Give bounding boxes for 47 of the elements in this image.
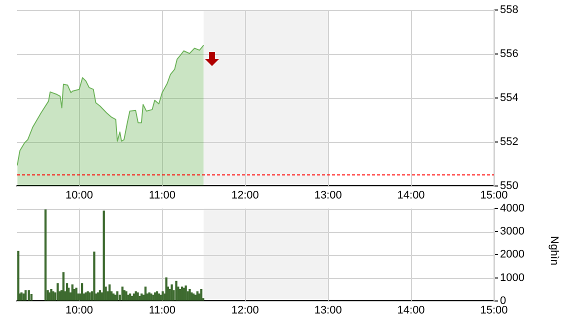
x-tick-label: 10:00 [65,304,93,316]
bar [184,285,187,301]
x-tick-label: 11:00 [148,304,176,316]
y-tick-label: 2000 [500,248,524,261]
x-tick-label: 14:00 [397,189,425,202]
bar [190,292,193,301]
x-tick-label: 10:00 [65,189,93,202]
bar [188,288,191,301]
y-axis-title: Nghìn [548,236,560,266]
y-tick-label: 558 [500,4,518,16]
y-tick-label: 3000 [500,226,524,238]
bar [17,250,20,301]
x-tick-label: 11:00 [148,189,176,202]
bar [200,288,202,301]
bar [116,291,118,301]
x-tick-label: 15:00 [480,304,508,316]
y-tick-label: 552 [500,136,518,148]
x-tick-label: 13:00 [314,304,342,316]
bar [108,284,111,301]
x-tick-label: 12:00 [231,304,259,316]
x-tick-label: 14:00 [397,304,425,316]
y-tick-label: 0 [500,294,506,307]
x-tick-label: 15:00 [480,189,508,202]
x-tick-label: 12:00 [231,189,259,202]
bar [93,252,96,301]
bar [28,290,30,301]
bar [44,209,47,301]
bar [75,288,78,301]
bar [56,283,59,301]
y-tick-label: 550 [500,180,518,192]
x-tick-label: 13:00 [314,189,342,202]
bar [170,284,173,301]
y-tick-label: 1000 [500,272,524,284]
bar [22,294,25,301]
bar [73,288,76,301]
bar [175,280,178,301]
bar [30,294,33,301]
y-tick-label: 554 [500,92,518,104]
y-tick-label: 556 [500,48,518,60]
bar [24,290,27,301]
bar [121,286,124,301]
bar [62,272,65,301]
bar [165,277,168,301]
bar [144,286,147,301]
y-tick-label: 4000 [500,202,524,215]
bar [127,294,130,301]
bar [80,283,84,301]
